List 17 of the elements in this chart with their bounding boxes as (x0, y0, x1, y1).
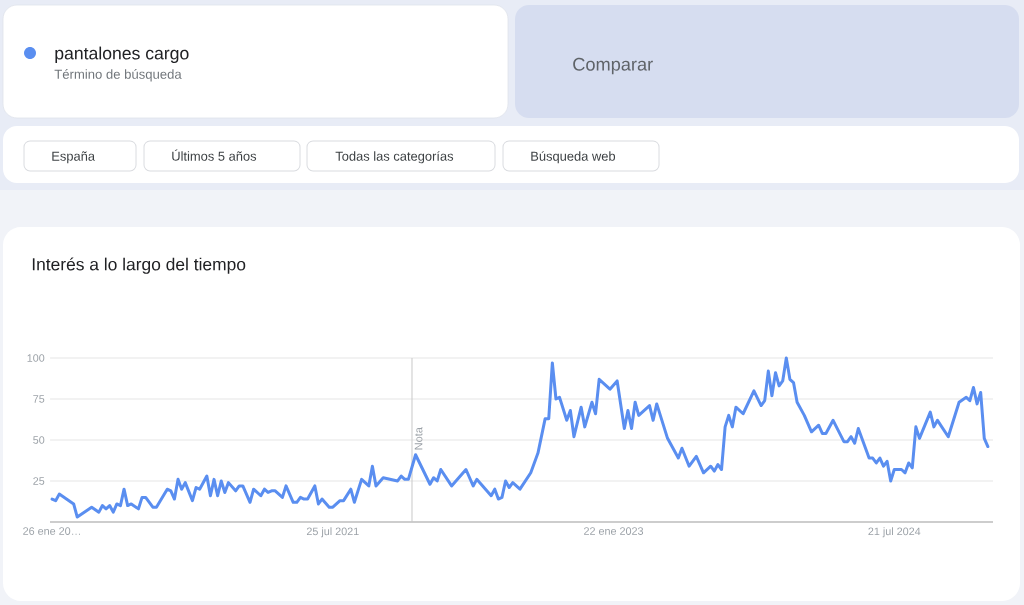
x-tick-label: 26 ene 20… (23, 527, 80, 535)
y-tick-label: 25 (33, 477, 45, 485)
legend-label: pantalones cargo (55, 46, 189, 63)
text: Comparar (573, 57, 653, 75)
ref-line-label: Nota (414, 427, 423, 450)
text: Todas las categorías (335, 151, 454, 164)
y-tick-label: 50 (33, 436, 45, 444)
chart-title: Interés a lo largo del tiempo (32, 257, 246, 274)
x-tick-label: 25 jul 2021 (306, 527, 359, 538)
text: Últimos 5 años (172, 149, 257, 161)
y-tick-label: 100 (27, 354, 45, 362)
x-tick-label: 22 ene 2023 (584, 527, 644, 535)
x-tick-label: 21 jul 2024 (868, 527, 921, 538)
text: Término de búsqueda (54, 69, 182, 82)
text: Búsqueda web (531, 151, 616, 164)
y-tick-label: 75 (33, 395, 45, 403)
text: España (52, 151, 96, 164)
